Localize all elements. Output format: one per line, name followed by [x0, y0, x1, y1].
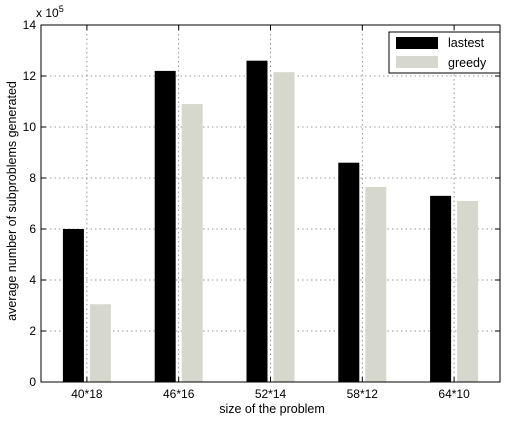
bar-lastest-46*16	[154, 70, 176, 383]
legend: lastest greedy	[388, 31, 501, 74]
x-axis-label: size of the problem	[219, 402, 325, 416]
legend-label-lastest: lastest	[448, 36, 485, 50]
bar-greedy-64*10	[457, 200, 479, 382]
y-axis-label: average number of subproblems generated	[5, 81, 19, 321]
y-axis-multiplier-base: x 10	[36, 6, 59, 20]
y-tick-label: 4	[29, 273, 36, 287]
y-axis-multiplier-exponent: 5	[59, 4, 64, 14]
bar-greedy-40*18	[89, 304, 111, 382]
y-tick-label: 0	[29, 375, 36, 389]
x-tick-label: 46*16	[163, 387, 195, 401]
y-tick-label: 10	[23, 120, 37, 134]
bar-lastest-58*12	[338, 162, 360, 382]
y-tick-label: 2	[29, 324, 36, 338]
y-tick-label: 6	[29, 222, 36, 236]
bar-lastest-64*10	[430, 195, 452, 382]
y-axis-multiplier: x 105	[36, 4, 64, 20]
bars	[62, 60, 479, 383]
bar-greedy-58*12	[365, 186, 387, 382]
legend-swatch-lastest	[396, 37, 438, 49]
bar-greedy-52*14	[273, 72, 295, 383]
y-tick-label: 8	[29, 171, 36, 185]
x-tick-label: 52*14	[255, 387, 287, 401]
ticks: 0 2 4 6 8 10 12 14 40*18 46*16 52*14 58*12 64*10	[23, 18, 500, 401]
legend-swatch-greedy	[396, 56, 438, 68]
bar-lastest-40*18	[62, 229, 84, 382]
y-tick-label: 12	[23, 69, 37, 83]
x-tick-label: 64*10	[438, 387, 470, 401]
bar-greedy-46*16	[181, 104, 203, 383]
grid	[41, 25, 500, 382]
x-tick-label: 40*18	[71, 387, 103, 401]
x-tick-label: 58*12	[347, 387, 379, 401]
y-tick-label: 14	[23, 18, 37, 32]
bar-lastest-52*14	[246, 60, 268, 382]
legend-label-greedy: greedy	[448, 56, 487, 70]
